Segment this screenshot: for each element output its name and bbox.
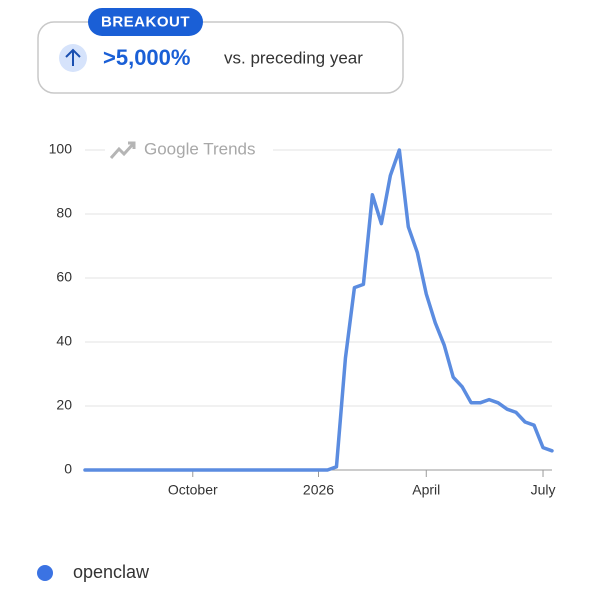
badge-pill	[88, 8, 203, 36]
series-line	[83, 148, 554, 472]
change: >5,000%	[103, 45, 190, 70]
watermark: Google Trends	[144, 139, 256, 158]
legend-label: openclaw	[73, 562, 150, 582]
x-tick-label: 2026	[303, 482, 334, 498]
y-tick-label: 60	[56, 269, 72, 285]
x-tick-label: April	[412, 482, 440, 498]
y-tick-label: 0	[64, 461, 72, 477]
legend-swatch	[37, 565, 53, 581]
badge: BREAKOUT	[101, 13, 190, 30]
comparison: vs. preceding year	[224, 48, 363, 67]
x-tick-label: October	[168, 482, 218, 498]
up-arrow	[65, 48, 81, 66]
summary-card	[37, 21, 404, 94]
y-tick-label: 20	[56, 397, 72, 413]
y-tick-label: 100	[49, 141, 73, 157]
x-tick-label: July	[531, 482, 556, 498]
y-tick-label: 40	[56, 333, 72, 349]
watermark-icon	[109, 141, 136, 159]
y-tick-label: 80	[56, 205, 72, 221]
